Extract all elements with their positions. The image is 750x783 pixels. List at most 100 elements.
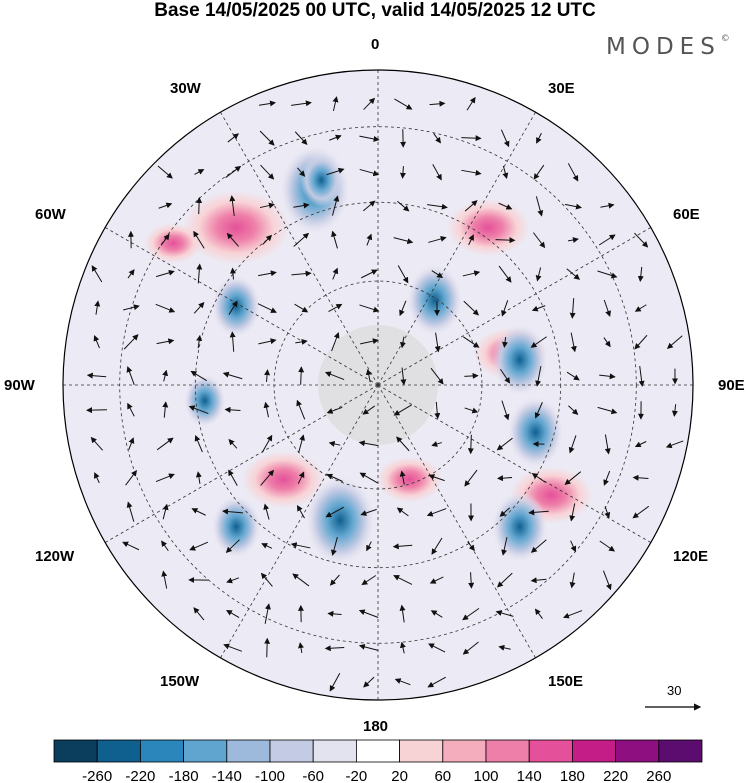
wind-arrow-158 <box>431 441 442 447</box>
wind-arrow-98 <box>229 331 236 352</box>
wind-arrow-212 <box>570 540 577 553</box>
wind-arrow-81 <box>228 300 238 315</box>
wind-arrow-1 <box>291 100 312 107</box>
wind-arrow-200 <box>161 540 169 552</box>
wind-arrow-119 <box>324 371 345 381</box>
map-boundary <box>62 69 694 701</box>
wind-arrow-101 <box>331 332 340 352</box>
wind-arrow-59 <box>634 232 649 248</box>
wind-arrow-25 <box>432 164 442 181</box>
wind-arrow-159 <box>467 434 474 455</box>
wind-arrow-99 <box>258 338 277 345</box>
wind-arrow-230 <box>264 603 271 624</box>
colorbar-boxes <box>53 739 703 763</box>
wind-arrow-233 <box>358 609 379 618</box>
wind-arrow-203 <box>261 543 273 549</box>
wind-arrow-226 <box>569 572 576 589</box>
wind-arrow-171 <box>260 469 275 486</box>
wind-arrow-68 <box>360 269 378 279</box>
colorbar-tick-label: -60 <box>302 768 324 783</box>
wind-arrow-89 <box>501 300 509 317</box>
wind-arrow-142 <box>501 400 510 421</box>
wind-arrow-114 <box>162 369 169 382</box>
wind-arrow-65 <box>258 270 277 277</box>
wind-arrow-181 <box>603 470 611 486</box>
wind-arrow-60 <box>91 265 103 283</box>
modes-logo-text: MODES <box>606 34 721 60</box>
wind-arrow-147 <box>671 404 678 417</box>
lon-label-60w: 60W <box>35 206 66 223</box>
wind-arrow-5 <box>429 100 446 107</box>
wind-arrow-19 <box>225 165 242 178</box>
wind-arrow-78 <box>123 304 140 311</box>
wind-arrow-164 <box>634 441 647 448</box>
wind-arrow-16 <box>536 132 542 144</box>
wind-arrow-237 <box>495 610 514 617</box>
wind-arrow-43 <box>600 202 615 209</box>
wind-arrow-214 <box>161 570 168 589</box>
wind-arrow-46 <box>193 230 205 249</box>
wind-arrow-3 <box>363 97 376 110</box>
colorbar-tick-label: -140 <box>212 768 242 783</box>
colorbar-tick-label: -220 <box>125 768 155 783</box>
wind-arrow-185 <box>191 508 206 516</box>
wind-arrow-34 <box>293 202 310 209</box>
wind-arrow-30 <box>158 202 173 209</box>
wind-arrow-213 <box>599 540 616 552</box>
wind-arrow-194 <box>499 507 511 517</box>
wind-arrow-38 <box>427 203 448 210</box>
wind-arrow-63 <box>196 263 203 284</box>
wind-arrow-4 <box>394 98 413 110</box>
colorbar-box-3 <box>183 739 228 763</box>
wind-arrow-18 <box>194 169 205 175</box>
wind-arrow-13 <box>433 133 442 144</box>
wind-arrow-198 <box>632 505 650 519</box>
wind-arrow-104 <box>434 332 441 353</box>
wind-arrow-130 <box>86 407 107 414</box>
meridian-210 <box>220 384 379 658</box>
wind-arrow-210 <box>501 537 508 556</box>
wind-arrow-106 <box>502 336 508 348</box>
wind-arrow-8 <box>259 130 275 146</box>
wind-arrow-20 <box>260 164 275 180</box>
colorbar-box-11 <box>528 739 573 763</box>
wind-arrow-153 <box>261 434 273 453</box>
wind-arrow-47 <box>226 232 239 247</box>
wind-arrow-196 <box>569 503 576 522</box>
wind-arrow-222 <box>429 576 444 584</box>
colorbar-box-7 <box>355 739 400 763</box>
lon-label-90e: 90E <box>718 377 745 394</box>
lon-label-120e: 120E <box>673 548 709 565</box>
positive-anomaly-3 <box>242 451 325 508</box>
wind-arrow-102 <box>360 338 379 345</box>
wind-arrow-54 <box>468 234 474 246</box>
wind-arrow-100 <box>295 338 308 345</box>
wind-arrow-136 <box>296 399 306 420</box>
wind-arrow-163 <box>604 434 611 455</box>
wind-arrow-232 <box>327 610 342 617</box>
wind-arrow-125 <box>535 366 542 387</box>
wind-arrow-45 <box>160 233 170 246</box>
colorbar-box-2 <box>139 739 184 763</box>
wind-arrow-165 <box>665 440 684 449</box>
wind-arrow-201 <box>189 541 209 551</box>
map-title: Base 14/05/2025 00 UTC, valid 14/05/2025… <box>154 0 596 21</box>
wind-arrow-150 <box>156 437 174 451</box>
wind-arrow-209 <box>467 541 475 552</box>
wind-arrow-127 <box>599 373 616 380</box>
wind-arrow-148 <box>90 436 104 451</box>
wind-arrow-111 <box>666 335 683 349</box>
wind-arrow-140 <box>434 401 441 420</box>
wind-arrow-204 <box>290 542 311 549</box>
wind-arrow-248 <box>498 644 511 651</box>
wind-arrow-157 <box>396 436 410 452</box>
wind-arrow-84 <box>328 303 343 313</box>
wind-arrow-122 <box>430 367 444 385</box>
wind-arrow-186 <box>222 508 243 515</box>
wind-arrow-221 <box>393 575 413 585</box>
wind-arrow-49 <box>293 232 310 247</box>
wind-arrow-77 <box>94 300 101 315</box>
wind-arrow-134 <box>224 406 241 413</box>
wind-arrow-154 <box>298 434 305 453</box>
wind-arrow-216 <box>226 577 240 584</box>
